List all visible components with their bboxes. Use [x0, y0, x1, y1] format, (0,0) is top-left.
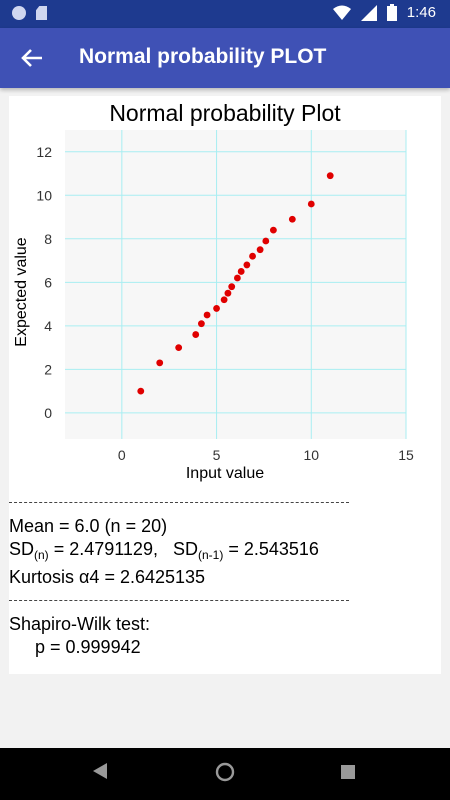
data-point [192, 331, 200, 338]
y-tick-label: 10 [36, 187, 52, 203]
nav-back-icon[interactable] [92, 762, 108, 780]
x-tick-label: 10 [303, 447, 319, 463]
nav-recent-icon[interactable] [341, 765, 355, 779]
data-point [256, 246, 264, 254]
data-point [198, 320, 205, 328]
x-tick-label: 15 [398, 447, 414, 463]
mean-text: Mean = 6.0 (n = 20) [9, 516, 168, 536]
y-tick-label: 0 [44, 405, 52, 421]
data-point [249, 252, 256, 260]
data-point [220, 296, 228, 304]
sd-text: SD(n) = 2.4791129, SD(n-1) = 2.543516 [9, 539, 319, 562]
normal-probability-chart: Normal probability Plot 0 5 10 15024681012 … [13, 100, 414, 482]
data-point [262, 237, 270, 245]
x-axis-label: Input value [186, 465, 264, 482]
sd-n1-label: SD [172, 539, 198, 559]
data-point [233, 274, 241, 282]
data-point [237, 268, 245, 275]
chart-title: Normal probability Plot [109, 100, 341, 126]
result-card: Normal probability Plot 0 5 10 15 0 2 4 6 8 10 12 … [9, 96, 441, 674]
data-point [228, 283, 236, 291]
nav-home-icon[interactable] [215, 762, 235, 782]
sd-card-icon [36, 6, 47, 20]
x-tick-label: 0 [118, 447, 126, 463]
separator [9, 600, 349, 601]
signal-icon [360, 4, 377, 21]
sd-n-value: = 2.4791129, [48, 539, 173, 559]
arrow-back-icon[interactable] [18, 44, 46, 72]
data-point [307, 200, 315, 208]
data-point [175, 344, 183, 352]
data-point [224, 289, 232, 297]
shapiro-p-value: p = 0.999942 [35, 637, 141, 657]
kurtosis-text: Kurtosis α4 = 2.6425135 [9, 567, 206, 587]
status-time: 1:46 [406, 4, 436, 21]
sd-n-label: SD [9, 539, 35, 559]
separator [9, 502, 349, 503]
circle-icon [12, 6, 26, 20]
data-point [288, 215, 296, 223]
x-tick-label: 5 [213, 447, 221, 463]
app-title: Normal probability PLOT [79, 45, 327, 68]
data-point [269, 226, 277, 234]
y-tick-label: 6 [44, 274, 52, 290]
plot-background [65, 130, 406, 439]
app-bar: Normal probability PLOT [0, 28, 450, 88]
system-nav-bar [0, 748, 450, 800]
sd-n1-sub: (n-1) [197, 548, 224, 562]
data-point [326, 172, 334, 180]
y-tick-label: 12 [36, 144, 52, 160]
data-point [137, 387, 145, 395]
shapiro-title: Shapiro-Wilk test: [9, 614, 151, 634]
data-point [156, 359, 164, 367]
data-point [243, 261, 251, 269]
data-point [213, 305, 220, 312]
sd-n-sub: (n) [34, 548, 49, 562]
battery-icon [386, 4, 397, 21]
data-point [203, 311, 211, 319]
y-tick-label: 2 [44, 361, 52, 377]
sd-n1-value: = 2.543516 [223, 539, 319, 559]
wifi-icon [332, 5, 351, 20]
y-axis-label: Expected value [13, 237, 30, 347]
y-tick-label: 8 [44, 231, 52, 247]
y-tick-label: 4 [44, 318, 52, 334]
status-bar: 1:46 [0, 0, 450, 28]
